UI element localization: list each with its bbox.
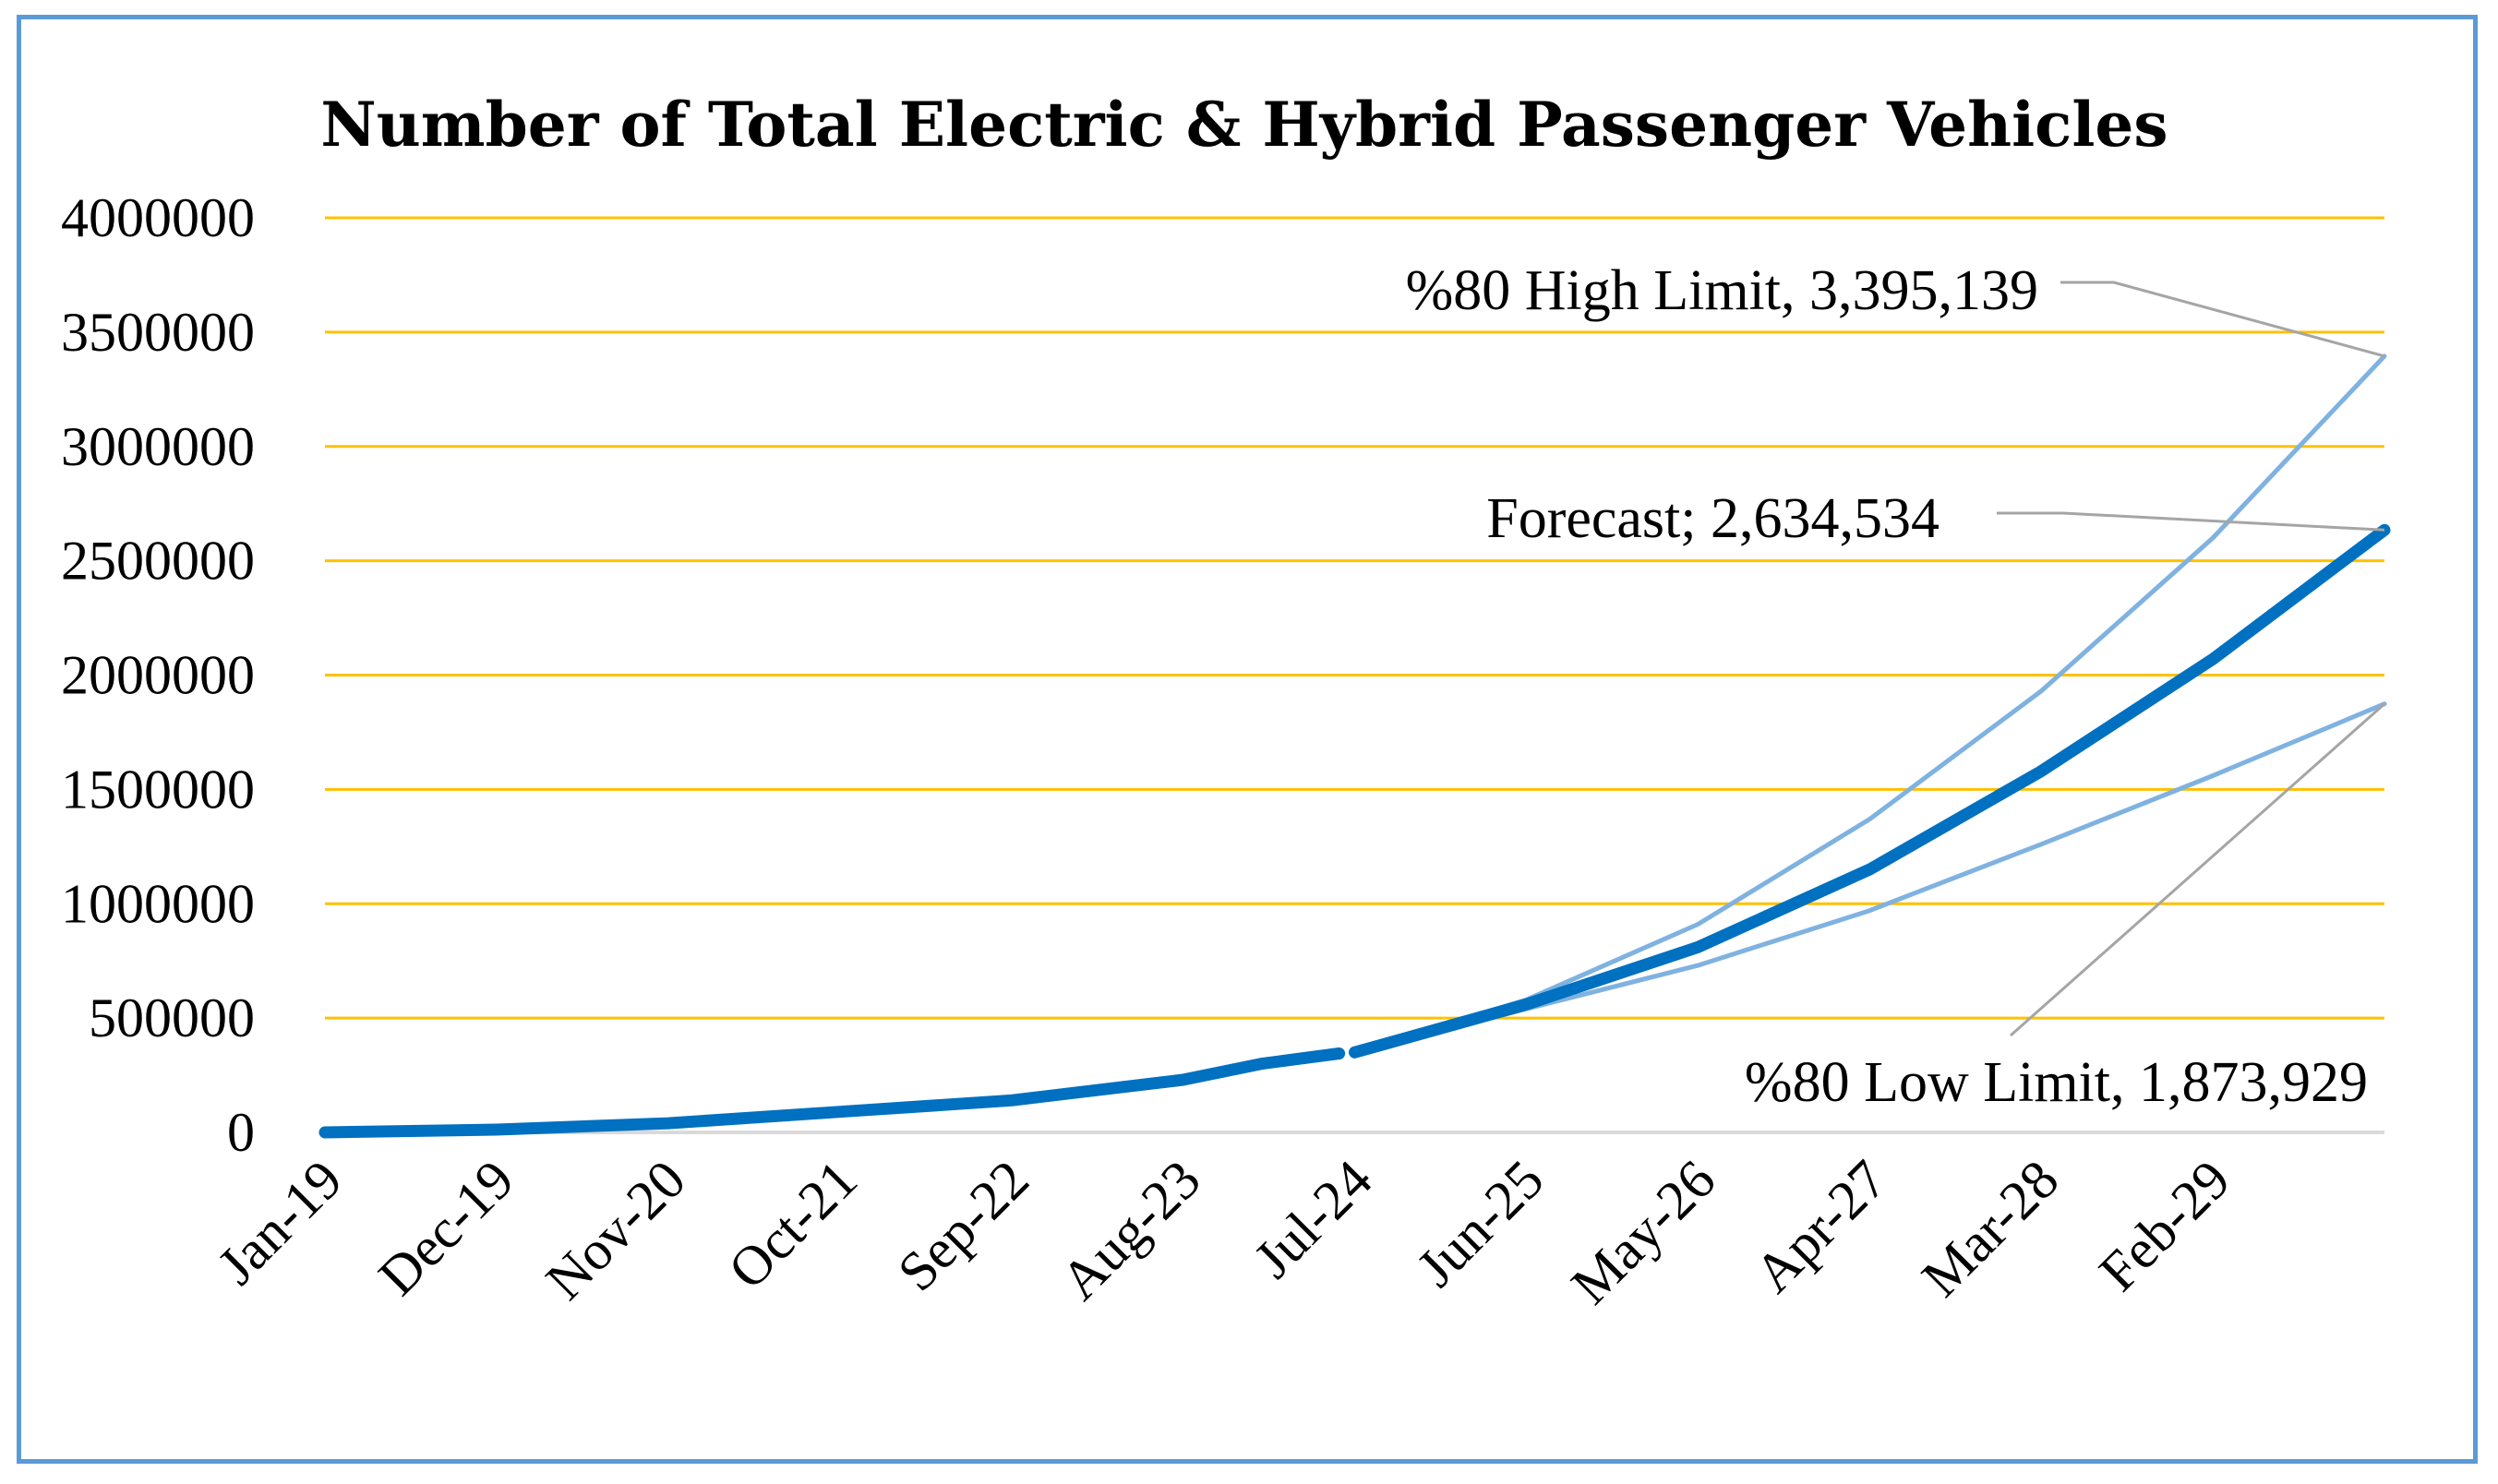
annotation-label: %80 Low Limit, 1,873,929 (1745, 1051, 2368, 1114)
x-tick-label: Dec-19 (367, 1149, 526, 1308)
x-tick-label: Feb-29 (2087, 1149, 2241, 1303)
series-layer (318, 353, 2391, 1139)
annotation-label: Forecast; 2,634,534 (1486, 487, 1940, 550)
x-tick-label: Jan-19 (206, 1149, 354, 1297)
annotation-leader-line (1997, 511, 2385, 532)
y-tick-label: 1500000 (61, 759, 255, 820)
annotation-leader-line (2060, 281, 2385, 358)
y-tick-label: 3500000 (61, 302, 255, 363)
y-axis: 0 500000 1000000 1500000 2000000 2500000 30000… (61, 187, 255, 1163)
x-tick-label: Nov-20 (534, 1149, 697, 1311)
y-tick-label: 0 (227, 1102, 255, 1163)
x-tick-label: Jun-25 (1405, 1149, 1555, 1298)
annotation-label: %80 High Limit, 3,395,139 (1406, 259, 2038, 322)
series-line-actual (318, 1047, 1346, 1139)
chart-title: Number of Total Electric & Hybrid Passen… (320, 89, 2168, 161)
y-tick-label: 2000000 (61, 645, 255, 706)
y-tick-label: 500000 (89, 987, 255, 1048)
series-line--80-high-limit (1352, 353, 2387, 1055)
y-tick-label: 1000000 (61, 873, 255, 934)
y-tick-label: 3000000 (61, 416, 255, 477)
x-tick-label: May-26 (1560, 1149, 1727, 1316)
series-line-forecast (1349, 523, 2391, 1059)
x-tick-label: Mar-28 (1910, 1149, 2070, 1309)
x-tick-label: Apr-27 (1743, 1149, 1898, 1304)
annotations: %80 High Limit, 3,395,139 Forecast; 2,634… (1406, 259, 2385, 1114)
x-axis: Jan-19 Dec-19 Nov-20 Oct-21 Sep-22 Aug-23 Jul-… (206, 1149, 2241, 1316)
annotation-leader-line (2010, 702, 2385, 1037)
x-tick-label: Jul-24 (1243, 1149, 1384, 1290)
x-tick-label: Oct-21 (716, 1149, 868, 1300)
gridlines (325, 216, 2384, 1134)
x-tick-label: Sep-22 (886, 1149, 1040, 1303)
x-tick-label: Aug-23 (1049, 1149, 1211, 1311)
chart-frame (17, 15, 2478, 1464)
y-tick-label: 2500000 (61, 531, 255, 592)
series-line--80-low-limit (1352, 701, 2387, 1055)
y-tick-label: 4000000 (61, 187, 255, 248)
